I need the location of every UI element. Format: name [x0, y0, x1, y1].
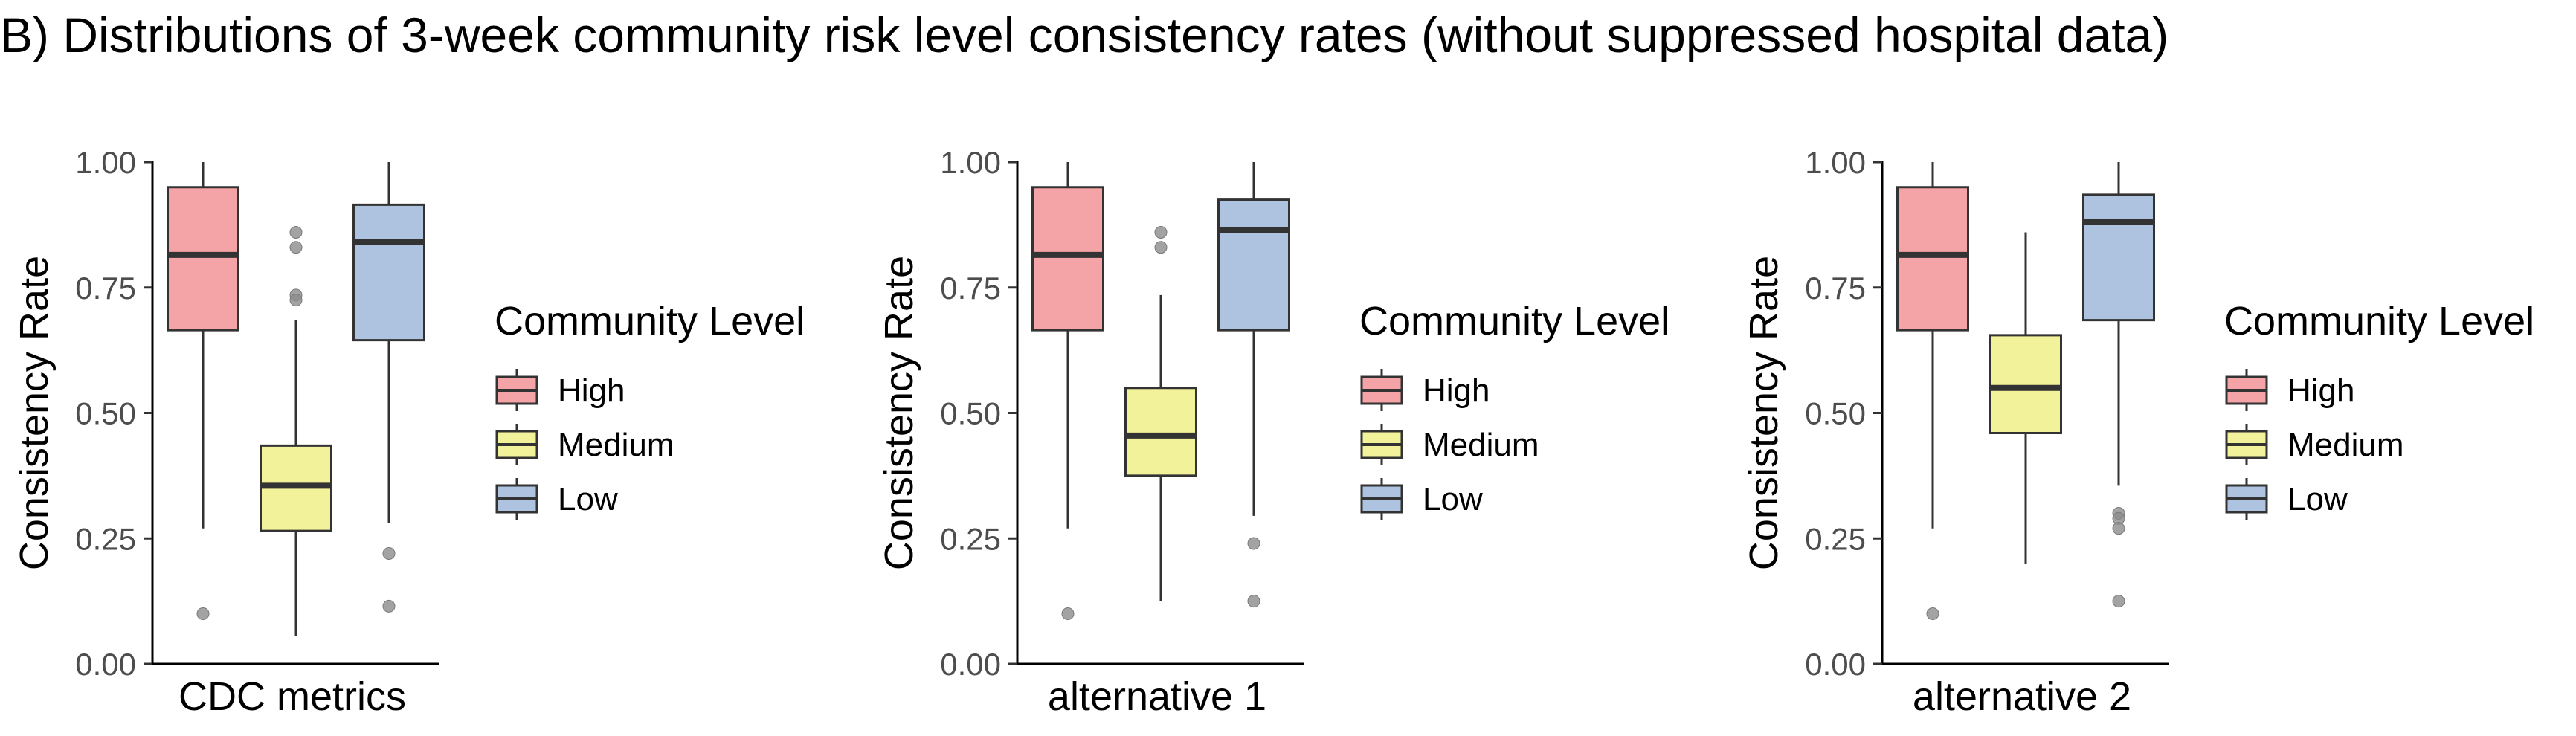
box-iqr [352, 203, 425, 342]
y-tick-label: 0.50 [75, 396, 136, 431]
legend-title: Community Level [1359, 299, 1669, 343]
legend-item-medium: Medium [2225, 424, 2404, 465]
y-tick-label: 0.00 [75, 647, 136, 682]
legend-label: Low [2287, 481, 2348, 517]
legend-title: Community Level [2224, 299, 2534, 343]
box-iqr [1124, 387, 1197, 477]
y-tick-label: 0.25 [1805, 521, 1866, 556]
legend-item-medium: Medium [495, 424, 674, 465]
y-tick-label: 0.75 [940, 271, 1001, 306]
y-axis-label: Consistency Rate [1742, 256, 1786, 570]
outlier-point [2112, 522, 2125, 535]
outlier-point [289, 241, 303, 254]
outlier-point [1154, 226, 1168, 239]
box-iqr [167, 186, 239, 332]
box-high [1896, 162, 1969, 620]
legend-label: Medium [1423, 427, 1539, 463]
legend-label: High [2287, 372, 2355, 409]
legend-item-low: Low [1360, 478, 1483, 520]
box-iqr [1217, 198, 1290, 332]
y-tick-label: 0.25 [75, 521, 136, 556]
outlier-point [289, 294, 303, 307]
outlier-point [1247, 595, 1260, 608]
legend-label: High [558, 372, 625, 409]
panel-2: 0.00 0.25 0.50 0.75 1.00 Consistency Rate alte… [877, 145, 1669, 719]
legend-label: Low [558, 481, 618, 517]
legend-item-low: Low [2225, 478, 2348, 520]
outlier-point [2112, 595, 2125, 608]
x-axis-label: alternative 1 [1048, 674, 1266, 719]
y-tick-label: 1.00 [940, 145, 1001, 180]
panel-1: 0.00 0.25 0.50 0.75 1.00 Consistency Rate CDC … [12, 145, 805, 719]
box-low [352, 162, 425, 613]
legend-label: Medium [558, 427, 674, 463]
y-tick-label: 0.75 [75, 271, 136, 306]
legend-item-high: High [1360, 369, 1490, 411]
box-iqr [1896, 186, 1969, 332]
box-iqr [1031, 186, 1104, 332]
outlier-point [1926, 607, 1939, 620]
y-tick-label: 0.00 [1805, 647, 1866, 682]
box-medium [1124, 226, 1197, 601]
panel-3: 0.00 0.25 0.50 0.75 1.00 Consistency Rate alte… [1742, 145, 2534, 719]
outlier-point [1061, 607, 1075, 620]
outlier-point [1154, 241, 1168, 254]
outlier-point [1247, 537, 1260, 550]
outlier-point [382, 599, 396, 613]
y-tick-label: 0.75 [1805, 271, 1866, 306]
box-low [2082, 162, 2155, 608]
box-low [1217, 162, 1290, 608]
x-axis-label: CDC metrics [178, 674, 406, 719]
legend-item-high: High [495, 369, 625, 411]
y-tick-label: 0.25 [940, 521, 1001, 556]
outlier-point [196, 607, 210, 620]
y-tick-label: 1.00 [75, 145, 136, 180]
legend-label: Low [1423, 481, 1483, 517]
outlier-point [382, 547, 396, 560]
legend-item-high: High [2225, 369, 2355, 411]
box-medium [1989, 232, 2062, 564]
box-iqr [2082, 193, 2155, 322]
legend-title: Community Level [495, 299, 805, 343]
box-iqr [1989, 334, 2062, 434]
box-high [1031, 162, 1104, 620]
box-high [167, 162, 239, 620]
y-tick-label: 0.00 [940, 647, 1001, 682]
y-axis-label: Consistency Rate [877, 256, 921, 570]
outlier-point [289, 226, 303, 239]
legend-item-medium: Medium [1360, 424, 1539, 465]
box-medium [260, 226, 332, 636]
y-tick-label: 1.00 [1805, 145, 1866, 180]
y-axis-label: Consistency Rate [12, 256, 57, 570]
legend-label: High [1423, 372, 1490, 409]
y-tick-label: 0.50 [1805, 396, 1866, 431]
y-tick-label: 0.50 [940, 396, 1001, 431]
x-axis-label: alternative 2 [1913, 674, 2131, 719]
chart-title: B) Distributions of 3-week community ris… [0, 7, 2168, 62]
legend-label: Medium [2287, 427, 2404, 463]
legend-item-low: Low [495, 478, 618, 520]
